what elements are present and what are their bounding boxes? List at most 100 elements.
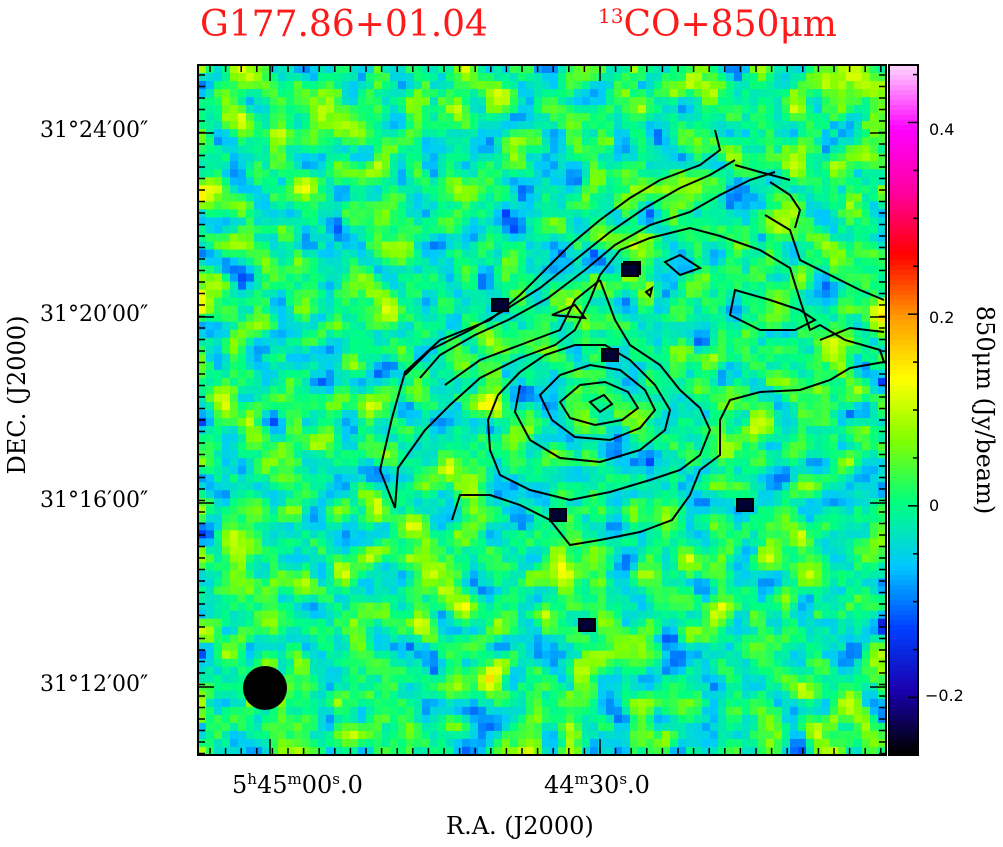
heatmap-cell	[806, 522, 815, 531]
heatmap-cell	[606, 249, 615, 259]
heatmap-cell	[238, 385, 247, 395]
heatmap-cell	[646, 321, 655, 331]
heatmap-cell	[334, 522, 343, 531]
heatmap-cell	[550, 458, 559, 467]
heatmap-cell	[582, 65, 591, 74]
heatmap-cell	[430, 434, 439, 443]
heatmap-cell	[526, 385, 535, 395]
heatmap-cell	[702, 410, 711, 419]
heatmap-cell	[206, 321, 215, 331]
heatmap-cell	[230, 161, 239, 170]
heatmap-cell	[790, 466, 799, 475]
heatmap-cell	[310, 401, 319, 411]
heatmap-cell	[582, 450, 591, 459]
heatmap-cell	[230, 105, 239, 114]
heatmap-cell	[590, 418, 599, 427]
heatmap-cell	[830, 393, 839, 403]
heatmap-cell	[758, 185, 767, 194]
heatmap-cell	[774, 145, 783, 154]
heatmap-cell	[214, 345, 223, 355]
heatmap-cell	[414, 241, 423, 251]
heatmap-cell	[326, 65, 335, 74]
heatmap-cell	[358, 377, 367, 387]
heatmap-cell	[334, 297, 343, 307]
heatmap-cell	[494, 193, 503, 202]
heatmap-cell	[798, 377, 807, 387]
heatmap-cell	[670, 353, 679, 363]
heatmap-cell	[790, 313, 799, 323]
heatmap-cell	[342, 209, 351, 219]
heatmap-cell	[262, 450, 271, 459]
heatmap-cell	[798, 201, 807, 211]
heatmap-cell	[678, 418, 687, 427]
heatmap-cell	[358, 73, 367, 82]
heatmap-cell	[606, 137, 615, 146]
heatmap-cell	[638, 129, 647, 138]
heatmap-cell	[838, 434, 847, 443]
heatmap-cell	[342, 466, 351, 475]
heatmap-cell	[502, 490, 511, 499]
heatmap-cell	[454, 289, 463, 299]
heatmap-cell	[798, 273, 807, 283]
heatmap-cell	[398, 522, 407, 531]
heatmap-cell	[390, 129, 399, 138]
heatmap-cell	[486, 97, 495, 106]
heatmap-cell	[254, 273, 263, 283]
heatmap-cell	[214, 193, 223, 202]
heatmap-cell	[414, 305, 423, 315]
heatmap-cell	[278, 385, 287, 395]
heatmap-cell	[686, 121, 695, 130]
heatmap-cell	[814, 137, 823, 146]
heatmap-cell	[326, 369, 335, 379]
heatmap-cell	[582, 193, 591, 202]
heatmap-cell	[630, 105, 639, 114]
heatmap-cell	[742, 418, 751, 427]
heatmap-cell	[502, 145, 511, 154]
heatmap-cell	[846, 289, 855, 299]
heatmap-cell	[646, 313, 655, 323]
heatmap-cell	[478, 73, 487, 82]
heatmap-cell	[670, 89, 679, 98]
heatmap-cell	[494, 161, 503, 170]
heatmap-cell	[798, 369, 807, 379]
heatmap-cell	[262, 377, 271, 387]
heatmap-cell	[662, 442, 671, 451]
heatmap-cell	[774, 153, 783, 162]
heatmap-cell	[718, 482, 727, 491]
heatmap-cell	[342, 273, 351, 283]
heatmap-cell	[518, 241, 527, 251]
heatmap-cell	[318, 121, 327, 130]
heatmap-cell	[742, 193, 751, 202]
heatmap-cell	[574, 185, 583, 194]
heatmap-cell	[462, 361, 471, 371]
heatmap-cell	[862, 241, 871, 251]
heatmap-cell	[582, 313, 591, 323]
heatmap-cell	[358, 482, 367, 491]
heatmap-cell	[358, 257, 367, 267]
heatmap-cell	[318, 161, 327, 170]
heatmap-cell	[686, 201, 695, 211]
heatmap-cell	[230, 257, 239, 267]
heatmap-cell	[854, 105, 863, 114]
heatmap-cell	[830, 522, 839, 531]
heatmap-cell	[342, 113, 351, 122]
heatmap-cell	[286, 265, 295, 275]
heatmap-cell	[718, 385, 727, 395]
heatmap-cell	[606, 145, 615, 154]
heatmap-cell	[326, 514, 335, 523]
heatmap-cell	[326, 241, 335, 251]
heatmap-cell	[470, 193, 479, 202]
heatmap-cell	[470, 153, 479, 162]
heatmap-cell	[598, 522, 607, 531]
heatmap-cell	[414, 273, 423, 283]
heatmap-cell	[414, 129, 423, 138]
heatmap-cell	[558, 73, 567, 82]
heatmap-cell	[470, 522, 479, 531]
heatmap-cell	[766, 217, 775, 227]
heatmap-cell	[854, 169, 863, 178]
heatmap-cell	[294, 393, 303, 403]
heatmap-cell	[382, 121, 391, 130]
heatmap-cell	[358, 113, 367, 122]
heatmap-cell	[262, 426, 271, 435]
heatmap-cell	[830, 113, 839, 122]
